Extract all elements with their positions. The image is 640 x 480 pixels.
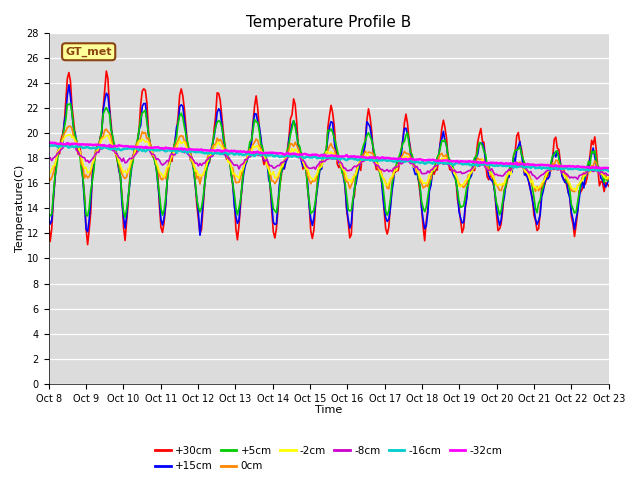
0cm: [577, 179, 584, 185]
0cm: [65, 123, 73, 129]
X-axis label: Time: Time: [315, 405, 342, 415]
-8cm: [241, 157, 249, 163]
-2cm: [291, 146, 299, 152]
Y-axis label: Temperature(C): Temperature(C): [15, 165, 25, 252]
-16cm: [240, 152, 248, 158]
-16cm: [45, 142, 52, 148]
Line: +30cm: +30cm: [49, 71, 609, 245]
0cm: [291, 139, 299, 145]
+5cm: [243, 159, 251, 165]
-8cm: [232, 162, 240, 168]
+30cm: [215, 91, 223, 96]
-16cm: [605, 168, 612, 174]
-8cm: [115, 155, 123, 160]
+5cm: [215, 118, 223, 123]
-8cm: [291, 154, 299, 159]
Line: -8cm: -8cm: [49, 143, 609, 179]
-16cm: [212, 150, 220, 156]
+5cm: [293, 133, 301, 139]
+15cm: [577, 185, 584, 191]
0cm: [45, 175, 52, 180]
-2cm: [115, 159, 123, 165]
+5cm: [577, 181, 584, 187]
-32cm: [597, 166, 605, 172]
-8cm: [213, 150, 221, 156]
+15cm: [45, 214, 52, 220]
+5cm: [234, 212, 241, 217]
+30cm: [84, 242, 92, 248]
Title: Temperature Profile B: Temperature Profile B: [246, 15, 412, 30]
-32cm: [574, 163, 582, 169]
+5cm: [121, 215, 129, 220]
-8cm: [605, 172, 612, 178]
-16cm: [574, 166, 582, 172]
-8cm: [574, 176, 582, 182]
0cm: [232, 180, 240, 186]
-2cm: [241, 157, 249, 163]
0cm: [241, 159, 249, 165]
+15cm: [293, 131, 301, 136]
-16cm: [290, 153, 298, 159]
+30cm: [605, 183, 612, 189]
Line: 0cm: 0cm: [49, 126, 609, 192]
+5cm: [45, 211, 52, 217]
+30cm: [45, 219, 52, 225]
+15cm: [65, 82, 73, 88]
+30cm: [234, 237, 241, 243]
-16cm: [113, 146, 121, 152]
+15cm: [215, 106, 223, 112]
-16cm: [230, 152, 238, 157]
Line: +15cm: +15cm: [49, 85, 609, 235]
-32cm: [240, 148, 248, 154]
Line: -2cm: -2cm: [49, 134, 609, 191]
+30cm: [243, 156, 251, 161]
-32cm: [290, 151, 298, 156]
+15cm: [243, 158, 251, 164]
+15cm: [234, 220, 241, 226]
-32cm: [230, 148, 238, 154]
+5cm: [605, 177, 612, 182]
-2cm: [605, 174, 612, 180]
0cm: [605, 176, 612, 181]
-32cm: [212, 148, 220, 154]
+30cm: [577, 189, 584, 195]
+30cm: [102, 68, 110, 74]
Legend: +30cm, +15cm, +5cm, 0cm, -2cm, -8cm, -16cm, -32cm: +30cm, +15cm, +5cm, 0cm, -2cm, -8cm, -16…: [151, 442, 507, 476]
+30cm: [116, 175, 124, 180]
-32cm: [605, 166, 612, 171]
-2cm: [232, 173, 240, 179]
-8cm: [63, 140, 71, 145]
Line: -32cm: -32cm: [49, 143, 609, 169]
0cm: [115, 158, 123, 164]
-32cm: [45, 140, 52, 145]
-2cm: [577, 179, 584, 185]
-8cm: [577, 172, 584, 178]
+30cm: [293, 119, 301, 125]
-8cm: [45, 156, 52, 161]
+15cm: [115, 167, 123, 173]
+5cm: [115, 163, 123, 168]
-2cm: [45, 171, 52, 177]
Line: -16cm: -16cm: [49, 145, 609, 171]
0cm: [571, 189, 579, 194]
+5cm: [67, 101, 74, 107]
-2cm: [67, 132, 74, 137]
+15cm: [196, 232, 204, 238]
Line: +5cm: +5cm: [49, 104, 609, 217]
-2cm: [213, 141, 221, 146]
-32cm: [113, 144, 121, 149]
+15cm: [605, 176, 612, 181]
Text: GT_met: GT_met: [65, 47, 112, 57]
0cm: [213, 135, 221, 141]
-2cm: [572, 188, 580, 193]
